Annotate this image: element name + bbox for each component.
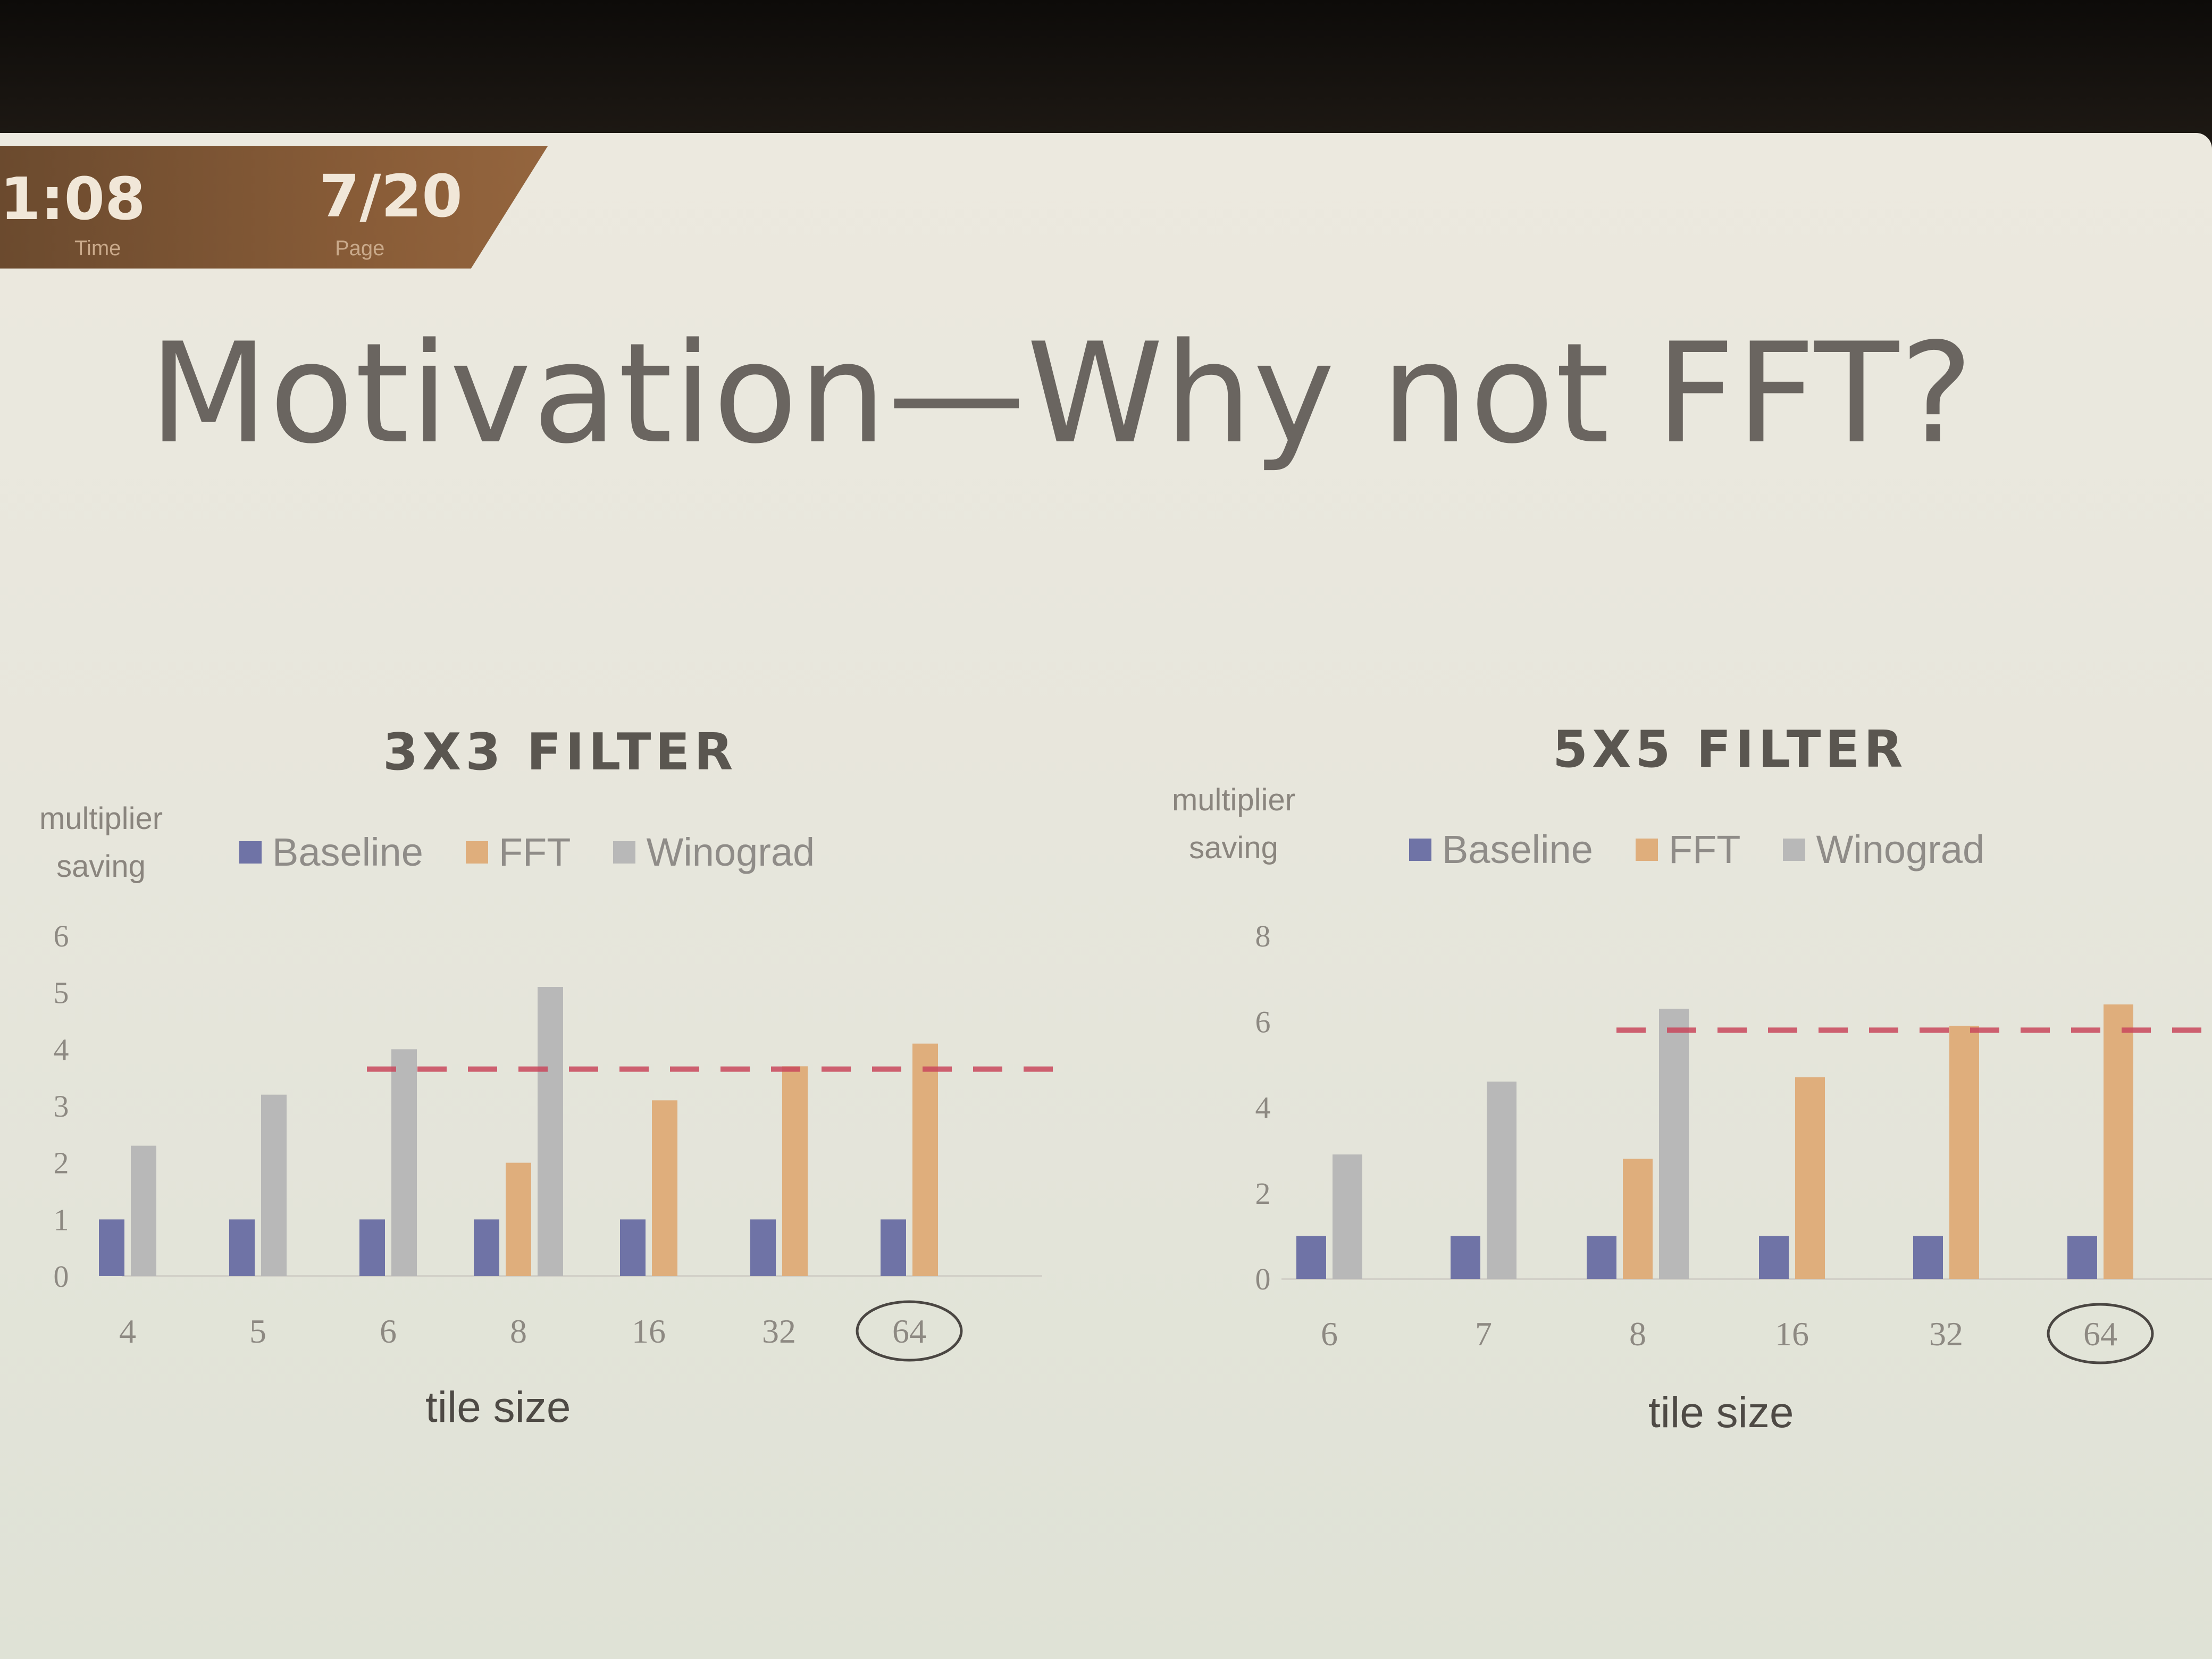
legend-item-winograd: Winograd — [1783, 827, 1984, 872]
x-tick-label: 4 — [119, 1312, 136, 1350]
y-tick-label: 8 — [1255, 919, 1271, 953]
bar-fft-16 — [652, 1100, 677, 1276]
bar-fft-64 — [2104, 1004, 2133, 1279]
bar-baseline-6 — [359, 1219, 385, 1276]
legend-item-fft: FFT — [465, 830, 571, 875]
legend-swatch-fft — [1635, 838, 1658, 861]
chart-5x5-filter: 0 2 4 6 8 6 7 8 16 32 64 — [1255, 919, 2212, 1364]
y-tick-label: 0 — [1255, 1262, 1271, 1296]
page-caption: Page — [335, 237, 385, 260]
bar-baseline-32 — [750, 1219, 776, 1276]
bar-fft-32 — [782, 1066, 808, 1276]
y-tick-label: 2 — [1255, 1176, 1271, 1211]
circled-tick-highlight — [856, 1300, 963, 1362]
bar-baseline-5 — [229, 1219, 255, 1276]
bar-fft-8 — [506, 1162, 531, 1276]
bar-fft-64 — [912, 1043, 938, 1276]
bar-winograd-4 — [131, 1145, 156, 1276]
projector-frame — [0, 0, 2212, 144]
bar-fft-16 — [1795, 1077, 1825, 1279]
bar-baseline-16 — [620, 1219, 646, 1276]
bar-baseline-8 — [1587, 1236, 1616, 1279]
chart-title-5x5: 5X5 FILTER — [1553, 720, 1907, 779]
bar-baseline-8 — [474, 1219, 499, 1276]
legend-swatch-fft — [465, 841, 488, 864]
elapsed-time: 1:08 — [0, 165, 146, 233]
bar-winograd-6 — [391, 1049, 417, 1276]
presenter-status-bar — [0, 146, 548, 269]
bar-baseline-4 — [99, 1219, 124, 1276]
legend-3x3: Baseline FFT Winograd — [239, 830, 815, 875]
bar-baseline-64 — [881, 1219, 906, 1276]
x-tick-label: 32 — [762, 1312, 796, 1350]
y-axis-label-5x5: multiplier saving — [1171, 783, 1296, 865]
circled-tick-highlight — [2047, 1303, 2154, 1364]
x-tick-label: 8 — [510, 1312, 527, 1350]
legend-item-winograd: Winograd — [613, 830, 815, 875]
bar-winograd-7 — [1487, 1082, 1516, 1279]
x-tick-label: 5 — [249, 1312, 266, 1350]
y-tick-label: 1 — [54, 1202, 69, 1237]
x-tick-label: 16 — [632, 1312, 666, 1350]
y-tick-label: 2 — [54, 1146, 69, 1180]
time-caption: Time — [74, 237, 121, 260]
bar-winograd-8 — [1659, 1009, 1689, 1279]
x-tick-label: 64 — [2083, 1315, 2117, 1353]
legend-item-baseline: Baseline — [1409, 827, 1593, 872]
y-axis-label-3x3: multiplier saving — [39, 801, 163, 884]
y-tick-label: 3 — [54, 1089, 69, 1124]
y-tick-label: 4 — [54, 1032, 69, 1067]
x-axis-label-5x5: tile size — [1648, 1388, 1794, 1437]
chart-title-3x3: 3X3 FILTER — [383, 723, 738, 782]
bar-baseline-7 — [1451, 1236, 1480, 1279]
y-tick-label: 5 — [54, 976, 69, 1010]
bar-baseline-16 — [1759, 1236, 1789, 1279]
slide — [0, 133, 2212, 1659]
legend-5x5: Baseline FFT Winograd — [1409, 827, 1984, 872]
legend-swatch-winograd — [1783, 838, 1806, 861]
legend-item-fft: FFT — [1635, 827, 1740, 872]
bar-fft-32 — [1949, 1026, 1979, 1279]
x-axis-label-3x3: tile size — [425, 1383, 571, 1431]
x-tick-label: 32 — [1929, 1315, 1963, 1353]
y-tick-label: 4 — [1255, 1091, 1271, 1125]
legend-swatch-baseline — [1409, 838, 1431, 861]
legend-swatch-winograd — [613, 841, 636, 864]
y-tick-label: 0 — [54, 1259, 69, 1294]
x-tick-label: 8 — [1629, 1315, 1646, 1353]
bar-baseline-32 — [1913, 1236, 1943, 1279]
page-counter: 7/20 — [319, 162, 463, 230]
y-tick-label: 6 — [54, 919, 69, 953]
x-tick-label: 6 — [380, 1312, 397, 1350]
slide-title: Motivation—Why not FFT? — [149, 314, 1974, 474]
bar-baseline-6 — [1296, 1236, 1326, 1279]
x-tick-label: 6 — [1321, 1315, 1338, 1353]
legend-item-baseline: Baseline — [239, 830, 423, 875]
bar-baseline-64 — [2067, 1236, 2097, 1279]
x-tick-label: 16 — [1775, 1315, 1809, 1353]
bar-fft-8 — [1623, 1159, 1653, 1279]
bar-winograd-8 — [538, 987, 563, 1276]
bar-winograd-5 — [261, 1094, 287, 1276]
bar-winograd-6 — [1333, 1154, 1362, 1279]
x-tick-label: 7 — [1475, 1315, 1492, 1353]
x-tick-label: 64 — [892, 1312, 926, 1350]
y-tick-label: 6 — [1255, 1004, 1271, 1039]
legend-swatch-baseline — [239, 841, 262, 864]
